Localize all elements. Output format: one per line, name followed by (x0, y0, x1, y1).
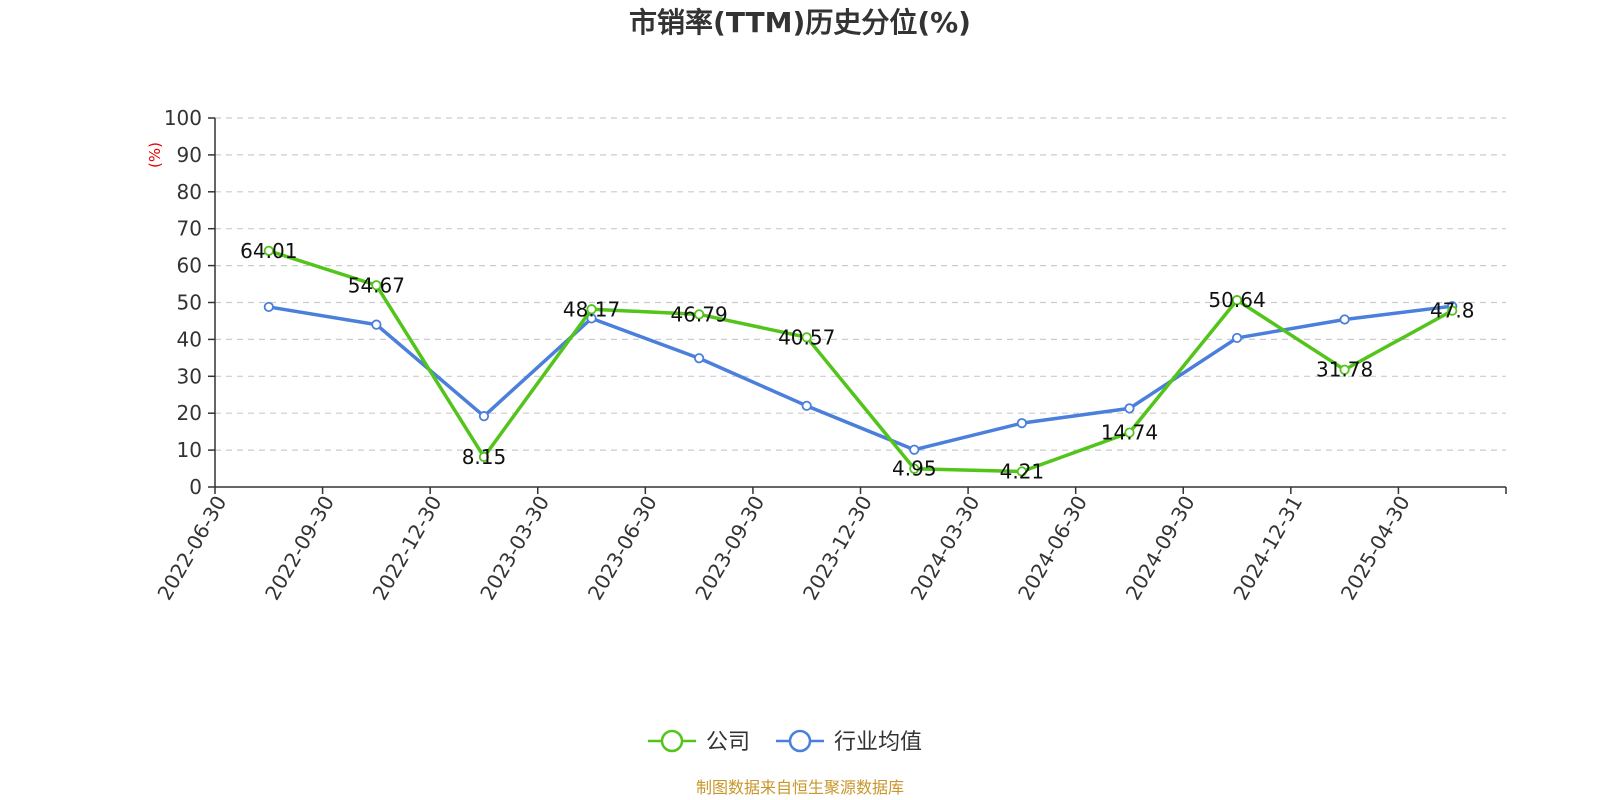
y-tick-label: 90 (177, 143, 202, 167)
data-point[interactable] (371, 280, 382, 291)
data-label: 46.79 (670, 302, 727, 326)
data-point[interactable] (1124, 427, 1135, 438)
source-note: 制图数据来自恒生聚源数据库 (696, 778, 904, 797)
data-point[interactable] (1339, 364, 1350, 375)
data-point[interactable] (1231, 332, 1243, 344)
legend-marker (660, 729, 684, 753)
labels-layer: 64.01 54.67 8.15 48.17 46.79 40.57 4.95 4.21 14.… (240, 239, 1474, 484)
y-tick-label: 50 (177, 291, 202, 315)
x-tick-label: 2024-06-30 (1013, 492, 1092, 605)
y-tick-label: 0 (189, 475, 202, 499)
x-ticks: 2022-06-30 2022-09-30 2022-12-30 2023-03-30… (152, 487, 1507, 605)
legend[interactable]: 公司 行业均值 (648, 729, 922, 755)
legend-label: 公司 (706, 730, 750, 755)
data-point[interactable] (1124, 403, 1135, 414)
data-label: 4.21 (1000, 459, 1045, 483)
legend-item[interactable]: 公司 (648, 729, 750, 755)
data-label: 31.78 (1316, 358, 1373, 382)
x-tick-label: 2023-06-30 (583, 492, 662, 605)
x-tick-label: 2023-12-30 (798, 492, 877, 605)
data-point[interactable] (909, 463, 920, 474)
legend-label: 行业均值 (834, 730, 922, 755)
data-point[interactable] (1016, 466, 1027, 477)
data-label: 8.15 (462, 445, 507, 469)
data-point[interactable] (1447, 305, 1458, 316)
data-label: 47.8 (1430, 299, 1475, 323)
data-label: 54.67 (348, 273, 405, 297)
data-point[interactable] (1339, 314, 1350, 325)
data-point[interactable] (694, 353, 705, 364)
data-point[interactable] (371, 319, 382, 330)
axes (214, 118, 1506, 488)
data-point[interactable] (263, 245, 274, 256)
data-label: 48.17 (563, 297, 620, 321)
y-tick-label: 40 (177, 327, 202, 351)
series-layer (263, 245, 1458, 477)
legend-marker (788, 729, 812, 753)
data-label: 4.95 (892, 457, 937, 481)
data-label: 50.64 (1208, 288, 1265, 312)
y-tick-label: 100 (164, 106, 202, 130)
chart-title: 市销率(TTM)历史分位(%) (629, 6, 971, 39)
data-point[interactable] (478, 411, 490, 422)
x-tick-label: 2024-09-30 (1121, 492, 1200, 605)
x-tick-label: 2024-03-30 (906, 492, 985, 605)
data-label: 40.57 (778, 325, 835, 349)
data-point[interactable] (909, 444, 920, 455)
data-label: 14.74 (1101, 421, 1158, 445)
legend-item[interactable]: 行业均值 (776, 729, 922, 755)
y-axis-label: (%) (146, 142, 164, 168)
data-point[interactable] (801, 332, 812, 343)
data-point[interactable] (586, 304, 597, 315)
data-point[interactable] (478, 451, 490, 463)
data-point[interactable] (694, 309, 705, 320)
x-tick-label: 2023-09-30 (690, 492, 769, 605)
y-tick-label: 70 (177, 217, 202, 241)
series-line (268, 304, 1453, 452)
x-tick-label: 2023-03-30 (475, 492, 554, 605)
x-tick-label: 2022-06-30 (152, 492, 231, 605)
y-tick-label: 10 (177, 438, 202, 462)
x-tick-label: 2024-12-31 (1228, 492, 1307, 605)
y-ticks: 0 10 20 30 40 50 60 70 80 90 100 (164, 106, 215, 499)
data-point[interactable] (1016, 418, 1027, 429)
data-label: 64.01 (240, 239, 297, 263)
y-tick-label: 80 (177, 180, 202, 204)
y-tick-label: 30 (177, 364, 202, 388)
data-point[interactable] (801, 400, 812, 411)
y-tick-label: 60 (177, 254, 202, 278)
data-point[interactable] (263, 301, 274, 313)
x-tick-label: 2022-09-30 (260, 492, 339, 605)
x-tick-label: 2025-04-30 (1336, 492, 1415, 605)
x-tick-label: 2022-12-30 (368, 492, 447, 605)
data-point[interactable] (1231, 295, 1243, 306)
series-line (268, 249, 1454, 474)
y-tick-label: 20 (177, 401, 202, 425)
